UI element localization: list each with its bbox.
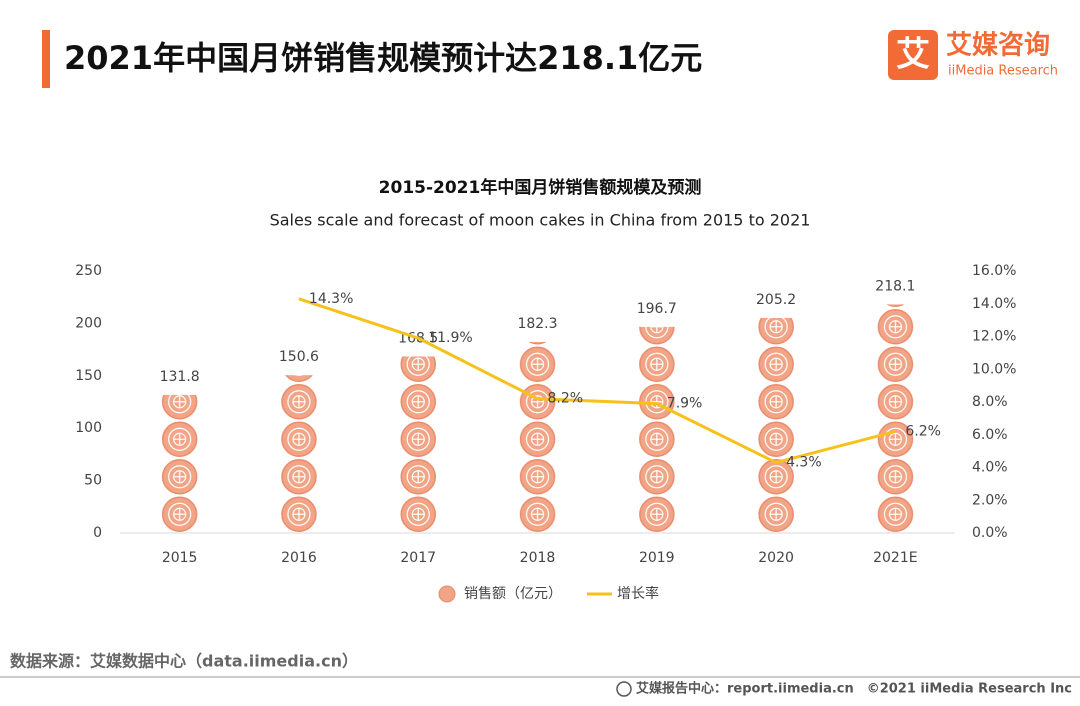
logo-name: 艾媒咨询 bbox=[946, 30, 1050, 61]
x-tick-label: 2016 bbox=[281, 550, 317, 566]
line bbox=[298, 297, 896, 465]
x-tick-label: 2018 bbox=[520, 550, 556, 566]
legend-label: 销售额（亿元） bbox=[464, 586, 562, 602]
chart-subtitle: Sales scale and forecast of moon cakes i… bbox=[270, 211, 811, 230]
bar-value-label: 196.7 bbox=[637, 301, 677, 317]
bar-value-label: 205.2 bbox=[756, 292, 796, 308]
y-tick-label: 50 bbox=[84, 473, 102, 489]
bar bbox=[160, 394, 199, 533]
bar-value-label: 218.1 bbox=[875, 278, 915, 294]
y2-tick-label: 4.0% bbox=[972, 460, 1008, 476]
logo-english: iiMedia Research bbox=[948, 64, 1058, 79]
legend-label: 增长率 bbox=[617, 585, 659, 602]
footer-left: 艾媒报告中心：report.iimedia.cn bbox=[636, 681, 854, 697]
y-tick-label: 100 bbox=[75, 420, 102, 436]
bar bbox=[637, 326, 676, 533]
y2-tick-label: 0.0% bbox=[972, 525, 1008, 541]
footer-right: ©2021 iiMedia Research Inc bbox=[867, 682, 1072, 697]
bar bbox=[518, 341, 557, 533]
x-tick-label: 2021E bbox=[873, 550, 917, 566]
bar-value-label: 131.8 bbox=[160, 369, 200, 385]
y-tick-label: 150 bbox=[75, 368, 102, 384]
bar bbox=[757, 317, 796, 533]
page-title: 2021年中国月饼销售规模预计达218.1亿元 bbox=[64, 39, 702, 77]
logo-mark-bg bbox=[888, 30, 938, 80]
line-value-label: 4.3% bbox=[786, 455, 822, 471]
bar-value-label: 182.3 bbox=[517, 316, 557, 332]
footer-icon bbox=[616, 681, 632, 697]
y2-tick-label: 12.0% bbox=[972, 329, 1016, 345]
y2-tick-label: 8.0% bbox=[972, 394, 1008, 410]
line-value-label: 6.2% bbox=[905, 423, 941, 439]
bar-value-label: 150.6 bbox=[279, 349, 319, 365]
line-value-label: 8.2% bbox=[548, 391, 584, 407]
title-accent bbox=[42, 30, 50, 88]
x-tick-label: 2019 bbox=[639, 550, 675, 566]
line-value-label: 11.9% bbox=[428, 330, 472, 346]
y2-tick-label: 2.0% bbox=[972, 492, 1008, 508]
x-tick-label: 2020 bbox=[758, 550, 794, 566]
y2-tick-label: 16.0% bbox=[972, 263, 1016, 279]
x-tick-label: 2017 bbox=[400, 550, 436, 566]
y-tick-label: 250 bbox=[75, 263, 102, 279]
line-value-label: 14.3% bbox=[309, 291, 353, 307]
x-tick-label: 2015 bbox=[162, 550, 198, 566]
y-tick-label: 0 bbox=[93, 525, 102, 541]
logo-mark: 艾 bbox=[896, 35, 930, 75]
bar bbox=[279, 375, 318, 533]
bar bbox=[399, 356, 438, 533]
bar bbox=[876, 304, 915, 533]
y2-tick-label: 10.0% bbox=[972, 361, 1016, 377]
chart-title: 2015-2021年中国月饼销售额规模及预测 bbox=[379, 177, 702, 198]
source: 数据来源：艾媒数据中心（data.iimedia.cn） bbox=[10, 652, 358, 671]
line-value-label: 7.9% bbox=[667, 396, 703, 412]
legend-icon-bar bbox=[438, 585, 456, 603]
y2-tick-label: 14.0% bbox=[972, 296, 1016, 312]
y-tick-label: 200 bbox=[75, 315, 102, 331]
y2-tick-label: 6.0% bbox=[972, 427, 1008, 443]
